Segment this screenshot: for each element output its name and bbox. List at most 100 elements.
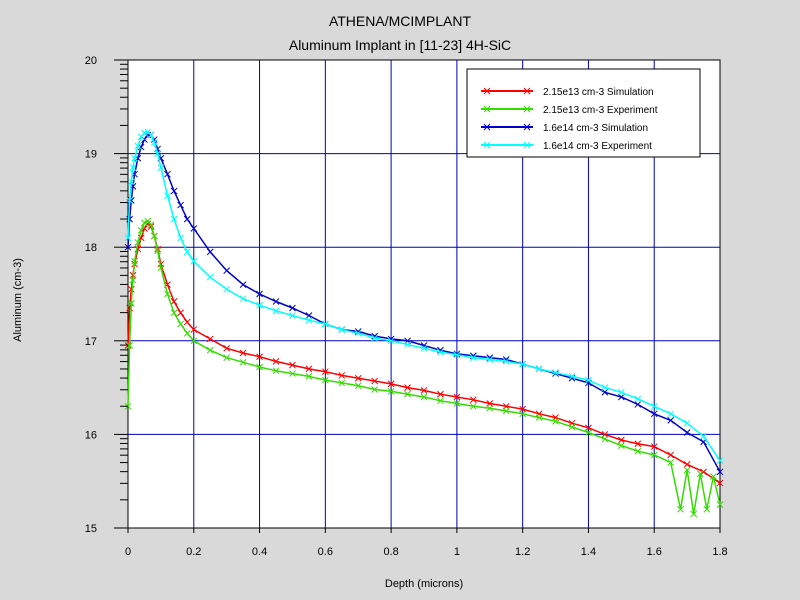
series-point	[150, 232, 158, 240]
x-tick-label: 1.4	[581, 546, 596, 558]
legend-marker	[483, 123, 531, 131]
series-point	[387, 337, 395, 345]
series-point	[150, 139, 158, 146]
series-point	[223, 267, 231, 274]
series-point	[147, 131, 155, 139]
series-point	[206, 248, 214, 256]
series-point	[272, 367, 280, 375]
series-point	[601, 384, 609, 391]
series-point	[127, 285, 135, 293]
series-point	[716, 501, 724, 508]
series-point	[502, 358, 510, 365]
series-point	[371, 386, 379, 393]
series-point	[420, 387, 428, 394]
axes: 0 0.2 0.4 0.6 0.8 1 1.2 1.4 1.6 1.8 15 16 17 18 19 20	[85, 55, 728, 558]
series-point	[469, 402, 477, 410]
series-point	[354, 329, 362, 337]
series-point	[617, 442, 625, 449]
series-point	[338, 379, 346, 387]
series-point	[177, 309, 184, 317]
series-point	[667, 451, 675, 459]
legend-label: 1.6e14 cm-3 Simulation	[543, 123, 648, 134]
series-point	[206, 346, 214, 354]
series-point	[696, 470, 704, 478]
series-point	[289, 304, 296, 312]
series-point	[486, 404, 494, 412]
series-point	[321, 320, 329, 328]
series-point	[239, 281, 247, 288]
x-tick-label: 1	[454, 546, 460, 558]
x-tick-label: 0.2	[186, 546, 201, 558]
series-point	[190, 326, 198, 333]
series-point	[354, 382, 362, 390]
series-point	[716, 479, 724, 487]
y-tick-label: 19	[85, 149, 97, 161]
series-point	[354, 374, 362, 382]
series-point	[683, 419, 691, 427]
series-point	[683, 460, 691, 468]
series-point	[667, 459, 675, 466]
chart-title: ATHENA/MCIMPLANT	[329, 13, 472, 29]
series-point	[650, 443, 658, 450]
series-point	[690, 510, 698, 518]
series-point	[131, 257, 138, 265]
series-point	[634, 447, 642, 455]
series-point	[305, 316, 313, 324]
series-point	[126, 215, 133, 223]
series-point	[127, 178, 135, 186]
series-point	[164, 192, 171, 200]
series-point	[134, 239, 142, 246]
y-tick-label: 18	[85, 242, 97, 254]
y-tick-label: 17	[85, 336, 97, 348]
x-tick-label: 0.8	[383, 546, 398, 558]
series-point	[338, 326, 346, 333]
series-point	[703, 505, 711, 513]
legend-label: 2.15e13 cm-3 Simulation	[543, 87, 654, 98]
series-point	[716, 457, 724, 464]
series-point	[404, 384, 411, 391]
x-tick-label: 0.4	[252, 546, 267, 558]
x-tick-label: 1.6	[647, 546, 662, 558]
series-point	[437, 397, 444, 405]
legend-entry: 1.6e14 cm-3 Experiment	[481, 141, 652, 152]
legend-entries: 2.15e13 cm-3 Simulation 2.15e13 cm-3 Expe…	[481, 87, 658, 152]
series-point	[437, 390, 444, 398]
legend-marker	[483, 141, 531, 149]
series-point	[568, 423, 576, 431]
series-point	[272, 358, 280, 365]
series-point	[183, 318, 191, 326]
series-point	[453, 400, 461, 407]
series-point	[453, 350, 461, 358]
series-point	[129, 276, 137, 284]
series-point	[223, 344, 231, 352]
series-point	[256, 301, 263, 309]
series-point	[206, 273, 214, 281]
series-point	[256, 353, 263, 361]
series-1	[124, 217, 724, 518]
legend-box	[466, 68, 701, 158]
legend-marker	[483, 105, 531, 113]
series-point	[420, 393, 428, 401]
y-tick-label: 15	[85, 523, 97, 535]
series-point	[552, 417, 559, 425]
series-point	[321, 368, 329, 376]
series-point	[190, 225, 198, 232]
series-point	[289, 361, 296, 369]
series-point	[387, 387, 395, 395]
series-point	[183, 329, 191, 337]
series-point	[535, 414, 543, 421]
series-point	[371, 334, 379, 342]
series-point	[585, 429, 592, 436]
series-point	[223, 285, 231, 293]
series-point	[256, 363, 263, 371]
series-point	[437, 348, 444, 356]
series-point	[650, 410, 658, 418]
series-point	[190, 257, 198, 265]
series-point	[127, 300, 135, 307]
series-point	[164, 290, 171, 298]
series-point	[700, 468, 707, 476]
series-point	[170, 298, 178, 305]
series-point	[568, 373, 576, 380]
series-point	[677, 505, 684, 513]
series-point	[453, 351, 461, 359]
